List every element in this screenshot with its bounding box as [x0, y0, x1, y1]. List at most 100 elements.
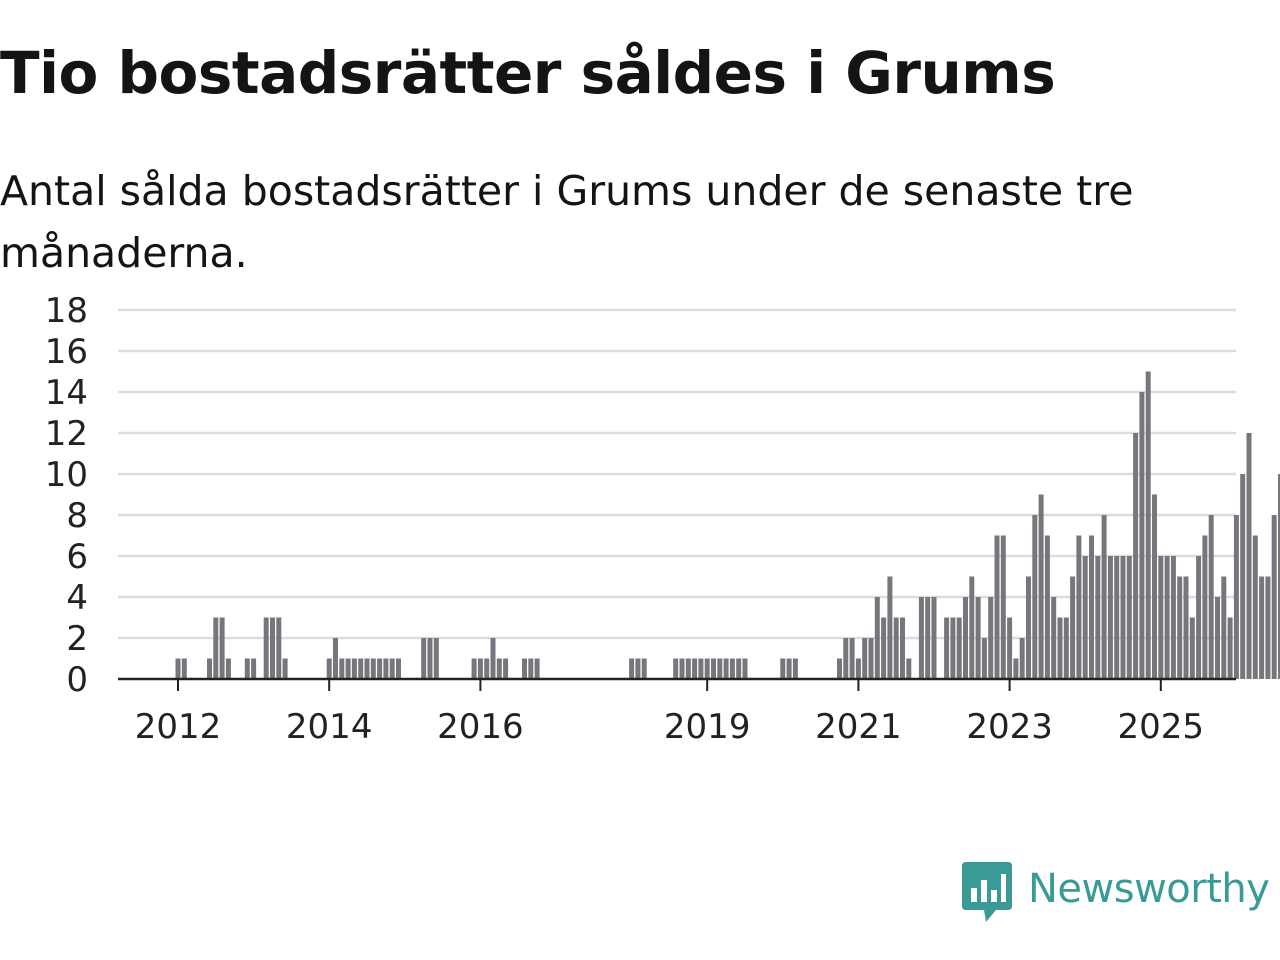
x-tick-label: 2023 — [966, 707, 1053, 747]
bar — [1120, 556, 1126, 679]
bar — [490, 638, 496, 679]
bar — [988, 597, 994, 679]
bar — [629, 658, 635, 679]
bar — [1221, 576, 1227, 679]
bar — [534, 658, 540, 679]
bar — [1101, 515, 1107, 679]
bar — [528, 658, 534, 679]
bar — [421, 638, 427, 679]
chart-title: Tio bostadsrätter såldes i Grums — [0, 39, 1056, 107]
bar — [742, 658, 748, 679]
bar — [704, 658, 710, 679]
bar — [900, 617, 905, 679]
bar — [1189, 617, 1195, 679]
bar — [963, 597, 968, 679]
bar — [881, 617, 887, 679]
bar — [685, 658, 691, 679]
bar — [251, 658, 257, 679]
bar — [1246, 433, 1252, 679]
bar — [1044, 535, 1050, 679]
bar — [736, 658, 742, 679]
bar — [893, 617, 899, 679]
bar — [837, 658, 842, 679]
y-tick-label: 10 — [45, 455, 88, 495]
bar — [1196, 556, 1202, 679]
bar — [219, 617, 225, 679]
bar — [1114, 556, 1120, 679]
bar — [956, 617, 962, 679]
bar — [1158, 556, 1164, 679]
bar — [711, 658, 716, 679]
bar — [981, 638, 987, 679]
bar — [263, 617, 269, 679]
bar — [1038, 494, 1044, 679]
y-tick-label: 8 — [66, 496, 88, 536]
bar — [175, 658, 181, 679]
bar — [1139, 392, 1145, 679]
bar — [270, 617, 275, 679]
bar — [1007, 617, 1013, 679]
bar — [1051, 597, 1057, 679]
bar — [1000, 535, 1006, 679]
bar — [862, 638, 868, 679]
bar — [225, 658, 231, 679]
bar — [396, 658, 401, 679]
bar — [843, 638, 849, 679]
bar — [887, 576, 893, 679]
bar — [1259, 576, 1265, 679]
bar — [874, 597, 880, 679]
y-tick-label: 0 — [66, 660, 88, 700]
bar — [849, 638, 855, 679]
bar — [918, 597, 924, 679]
bar — [1063, 617, 1069, 679]
y-tick-label: 6 — [66, 537, 88, 577]
bar — [477, 658, 483, 679]
bar — [333, 638, 338, 679]
bar — [950, 617, 956, 679]
bar — [855, 658, 861, 679]
bar — [213, 617, 219, 679]
bar — [1227, 617, 1233, 679]
bar — [1145, 371, 1151, 679]
newsworthy-logo[interactable]: Newsworthy — [962, 862, 1270, 926]
bar — [471, 658, 477, 679]
bar — [780, 658, 786, 679]
bar — [503, 658, 509, 679]
bar — [377, 658, 383, 679]
bar — [433, 638, 439, 679]
bar — [944, 617, 950, 679]
bar — [339, 658, 345, 679]
bar — [244, 658, 250, 679]
bar — [994, 535, 1000, 679]
bar — [1170, 556, 1176, 679]
bar — [1265, 576, 1271, 679]
bar — [641, 658, 647, 679]
bar — [522, 658, 527, 679]
bar — [1215, 597, 1220, 679]
bar — [370, 658, 376, 679]
bar — [1026, 576, 1031, 679]
bar — [717, 658, 723, 679]
y-tick-label: 4 — [66, 578, 88, 618]
bar — [1032, 515, 1038, 679]
bar — [484, 658, 490, 679]
x-tick-label: 2014 — [286, 707, 373, 747]
bar — [1183, 576, 1189, 679]
bar — [1076, 535, 1082, 679]
bar — [868, 638, 874, 679]
bar — [427, 638, 433, 679]
bar — [673, 658, 679, 679]
bar — [1278, 474, 1280, 679]
newsworthy-logo-icon — [962, 862, 1012, 922]
bar — [1152, 494, 1157, 679]
bar — [969, 576, 975, 679]
bar — [698, 658, 704, 679]
y-tick-label: 2 — [66, 619, 88, 659]
bar — [389, 658, 395, 679]
bar — [1133, 433, 1139, 679]
bar — [496, 658, 502, 679]
bar — [792, 658, 798, 679]
bar — [1089, 535, 1094, 679]
bar — [358, 658, 364, 679]
chart-subtitle: Antal sålda bostadsrätter i Grums under … — [0, 167, 1134, 277]
